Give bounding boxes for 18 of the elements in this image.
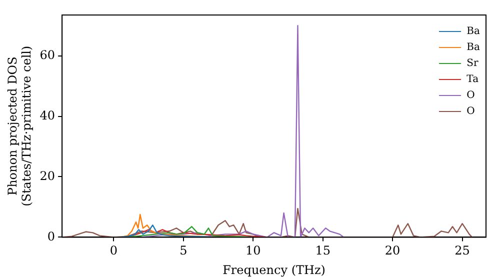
- y-tick-label: 20: [40, 168, 56, 183]
- y-tick-label: 60: [40, 48, 56, 62]
- legend-label: Ta: [466, 74, 479, 84]
- legend-label: Ba: [466, 26, 480, 36]
- x-tick-label: 0: [110, 244, 118, 258]
- y-axis-title: Phonon projected DOS (States/THz·primitive cell): [5, 46, 34, 206]
- y-tick-label: 0: [47, 229, 56, 244]
- legend-label: Sr: [466, 58, 478, 68]
- x-axis-title: Frequency (THz): [222, 262, 326, 277]
- x-tick-label: 5: [180, 244, 188, 258]
- x-tick-label: 20: [384, 244, 400, 258]
- y-tick-label: 40: [40, 108, 56, 122]
- legend-label: O: [466, 106, 475, 116]
- x-tick-label: 15: [315, 244, 330, 258]
- x-tick-label: 25: [454, 244, 470, 258]
- x-tick-label: 10: [245, 244, 261, 258]
- legend-label: Ba: [466, 42, 480, 52]
- legend-label: O: [466, 90, 475, 100]
